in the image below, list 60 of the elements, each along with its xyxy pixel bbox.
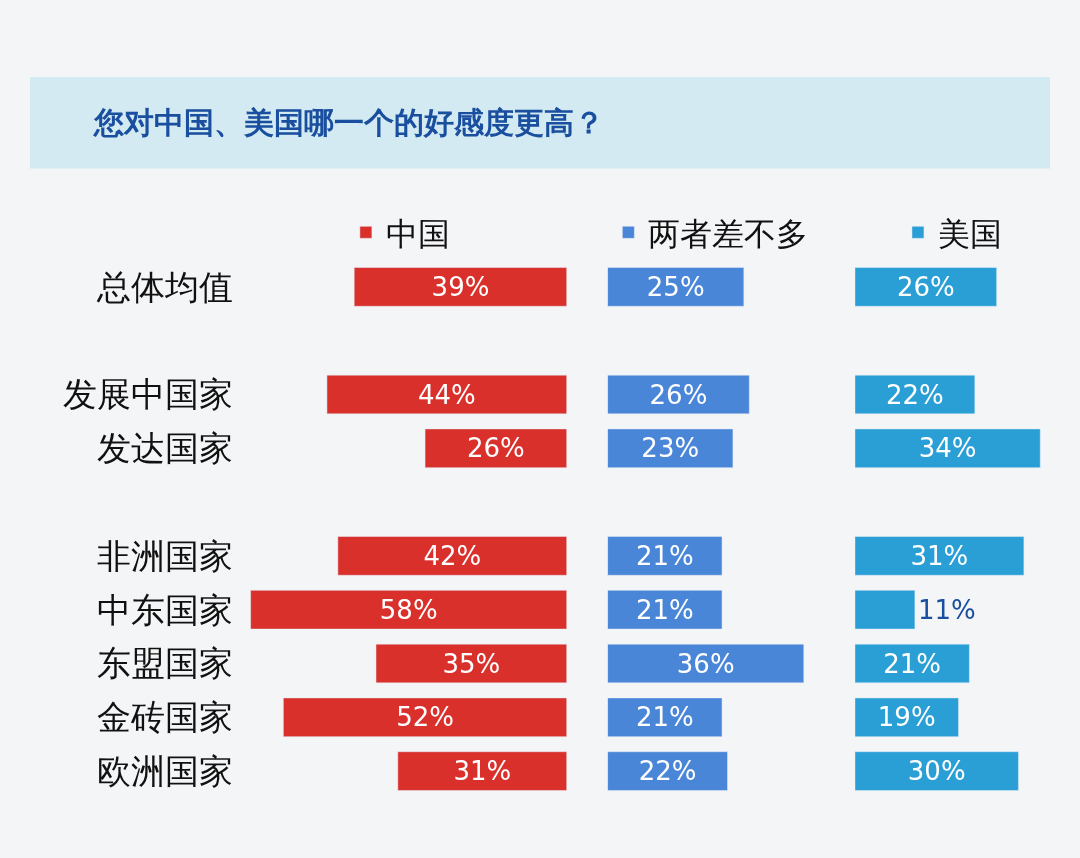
data-label: 26%	[896, 271, 955, 302]
bar	[854, 590, 916, 630]
data-label: 11%	[917, 594, 976, 625]
legend-label: 两者差不多	[648, 214, 809, 253]
data-label: 52%	[396, 702, 454, 733]
bar	[607, 697, 723, 737]
data-label: 44%	[417, 379, 476, 410]
y-tick-label: 金砖国家	[97, 697, 233, 738]
bar	[607, 590, 723, 630]
data-label: 25%	[646, 271, 705, 302]
data-label: 30%	[907, 756, 966, 787]
bar	[353, 267, 567, 307]
data-label: 36%	[676, 648, 735, 679]
data-label: 21%	[635, 594, 694, 625]
data-label: 34%	[918, 433, 977, 464]
data-label: 22%	[885, 379, 944, 410]
y-tick-label: 欧洲国家	[97, 751, 233, 791]
bar	[854, 428, 1041, 468]
data-label: 21%	[635, 540, 694, 571]
data-label: 42%	[423, 540, 482, 571]
bar	[854, 536, 1025, 576]
bar	[424, 428, 567, 468]
legend-label: 中国	[385, 214, 450, 253]
data-label: 19%	[877, 702, 936, 733]
data-label: 58%	[379, 594, 438, 625]
data-label: 35%	[442, 648, 501, 679]
y-tick-label: 东盟国家	[97, 643, 233, 684]
bar	[854, 751, 1019, 791]
y-tick-label: 总体均值	[96, 266, 233, 307]
bar	[607, 536, 723, 576]
data-label: 26%	[649, 379, 708, 410]
bar	[854, 267, 997, 307]
bar	[854, 697, 959, 737]
bar	[337, 536, 567, 576]
bar	[607, 428, 734, 468]
data-label: 39%	[431, 271, 490, 302]
y-tick-label: 发达国家	[97, 428, 233, 469]
data-label: 21%	[635, 702, 694, 733]
bar	[375, 643, 567, 684]
data-label: 23%	[641, 433, 700, 464]
bar	[250, 590, 567, 630]
legend-label: 美国	[937, 214, 1002, 253]
data-label: 31%	[453, 756, 512, 787]
y-tick-label: 中东国家	[97, 589, 233, 630]
bar	[854, 374, 976, 415]
data-label: 21%	[883, 648, 942, 679]
data-label: 26%	[467, 433, 525, 464]
y-tick-label: 非洲国家	[97, 535, 233, 576]
bar	[854, 643, 970, 684]
data-label: 31%	[910, 540, 969, 571]
bar	[607, 751, 728, 791]
chart-title: 您对中国、美国哪一个的好感度更高？	[93, 105, 604, 140]
bar	[607, 643, 805, 684]
bar	[283, 697, 567, 737]
bar	[607, 267, 745, 307]
bar	[397, 751, 567, 791]
bar	[607, 374, 750, 415]
data-label: 22%	[638, 756, 697, 787]
y-tick-label: 发展中国家	[63, 374, 233, 415]
bar	[326, 374, 567, 415]
